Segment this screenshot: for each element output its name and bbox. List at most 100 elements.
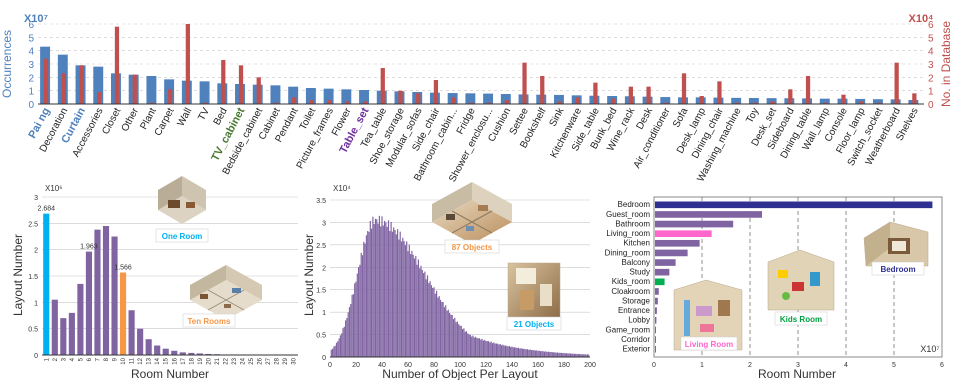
p2-x-tick-label: 5 [78, 357, 84, 361]
objects-per-layout-bar [445, 305, 446, 357]
objects-per-layout-bar [448, 310, 449, 357]
room-type-label: Corridor [621, 335, 650, 344]
objects-per-layout-bar [528, 350, 529, 357]
objects-per-layout-bar [465, 332, 466, 357]
p4-x-tick-label: 1 [700, 362, 704, 369]
objects-per-layout-bar [500, 344, 501, 357]
objects-per-layout-bar [394, 230, 395, 357]
objects-per-layout-bar [342, 328, 343, 357]
objects-per-layout-bar [527, 349, 528, 357]
objects-per-layout-bar [548, 352, 549, 357]
bedroom-render: Bedroom [864, 222, 928, 275]
p2-x-tick-label: 14 [155, 357, 161, 364]
objects-per-layout-bar [519, 349, 520, 357]
database-bar [186, 24, 190, 104]
objects-per-layout-bar [372, 217, 373, 357]
objects-per-layout-bar [339, 338, 340, 357]
objects-per-layout-bar [552, 352, 553, 357]
p4-x-scale: X10⁷ [920, 344, 939, 354]
objects-per-layout-bar [414, 258, 415, 357]
room-type-label: Balcony [622, 258, 650, 267]
objects-per-layout-bar [353, 294, 354, 357]
room-type-label: Kids_room [612, 277, 651, 286]
room-type-bar [655, 269, 669, 276]
p2-y-tick-label: 1.5 [28, 274, 38, 281]
p2-x-tick-label: 28 [275, 357, 281, 364]
objects-per-layout-bar [454, 318, 455, 357]
objects-per-layout-bar [333, 347, 334, 357]
objects-per-layout-bar [336, 343, 337, 357]
objects-per-layout-bar [492, 343, 493, 357]
p1-right-tick-label: 5 [928, 33, 934, 44]
database-bar [221, 60, 225, 104]
room-number-bar [171, 351, 177, 355]
database-bar [682, 73, 686, 104]
database-bar [115, 27, 119, 104]
objects-per-layout-bar [479, 338, 480, 357]
room-number-bar [120, 273, 126, 355]
p2-y-tick-label: 3 [34, 195, 38, 202]
database-bar [327, 100, 331, 104]
objects-per-layout-bar [426, 279, 427, 357]
room-number-bar [60, 318, 66, 355]
p2-x-tick-label: 29 [283, 357, 289, 364]
objects-per-layout-bar [374, 224, 375, 357]
objects-per-layout-bar [463, 328, 464, 357]
objects-per-layout-bar [497, 344, 498, 357]
objects-per-layout-bar [547, 352, 548, 357]
database-bar [434, 80, 438, 104]
objects-per-layout-bar [562, 353, 563, 357]
p2-y-tick-label: 0.5 [28, 327, 38, 334]
p3-y-scale: X10⁴ [333, 184, 351, 193]
objects-per-layout-bar [487, 341, 488, 357]
objects-per-layout-bar [344, 327, 345, 357]
room-number-bar [43, 214, 49, 355]
room-type-bar [655, 211, 762, 218]
room-type-bar [655, 327, 656, 334]
database-bar [646, 87, 650, 104]
objects-per-layout-bar [363, 242, 364, 357]
database-bar [629, 87, 633, 104]
objects-per-layout-bar [544, 352, 545, 357]
objects-per-layout-bar [565, 353, 566, 357]
objects-per-layout-bar [482, 339, 483, 357]
objects-per-layout-bar [480, 340, 481, 357]
objects-per-layout-bar [345, 320, 346, 357]
room-number-bar [77, 284, 83, 355]
objects-per-layout-bar [534, 350, 535, 357]
objects-per-layout-bar [483, 341, 484, 357]
p2-y-scale: X10⁶ [45, 184, 63, 193]
objects-per-layout-bar [470, 335, 471, 357]
87-objects-render: 87 Objects [432, 182, 512, 253]
objects-per-layout-bar [348, 312, 349, 357]
objects-per-layout-bar [409, 245, 410, 357]
objects-per-layout-bar [557, 352, 558, 357]
objects-per-layout-bar [556, 353, 557, 357]
objects-per-layout-bar [566, 353, 567, 357]
objects-per-layout-bar [393, 227, 394, 357]
objects-per-layout-bar [387, 227, 388, 357]
objects-per-layout-bar [331, 350, 332, 357]
room-number-bar [103, 226, 109, 355]
objects-per-layout-bar [352, 295, 353, 357]
objects-per-layout-bar [361, 253, 362, 357]
objects-per-layout-bar [537, 351, 538, 357]
objects-per-layout-bar [340, 335, 341, 357]
p2-x-tick-label: 20 [206, 357, 212, 364]
category-label: Wall [176, 106, 195, 128]
objects-per-layout-bar [417, 265, 418, 357]
database-bar [97, 92, 101, 104]
database-bar [62, 73, 66, 104]
p2-x-tick-label: 4 [70, 357, 76, 361]
p1-left-tick-label: 5 [28, 33, 34, 44]
kids-room-label: Kids Room [780, 315, 822, 324]
database-bar [912, 93, 916, 104]
p2-data-label: 1.566 [114, 265, 132, 272]
p1-left-tick-label: 3 [28, 60, 34, 71]
p2-x-tick-label: 1 [44, 357, 50, 361]
objects-per-layout-bar [505, 346, 506, 357]
database-bar [505, 100, 509, 104]
p1-right-tick-label: 1 [928, 87, 934, 98]
p2-x-axis-label: Room Number [131, 367, 209, 380]
